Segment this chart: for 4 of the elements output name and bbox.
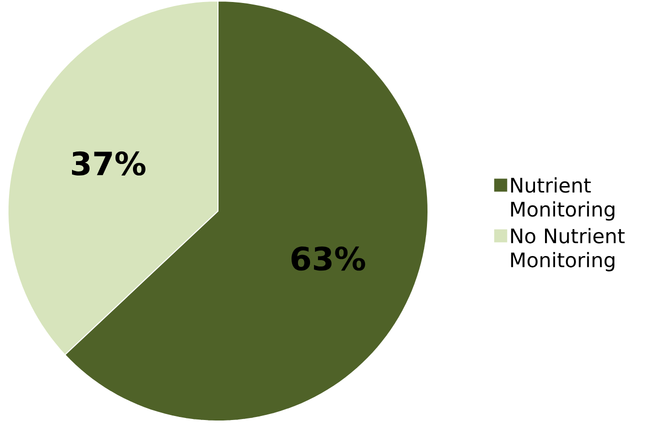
legend-label: Nutrient Monitoring [511,177,614,221]
data-label: 37% [72,151,146,176]
legend-label: No Nutrient Monitoring [511,228,625,272]
data-label: 63% [292,246,366,271]
